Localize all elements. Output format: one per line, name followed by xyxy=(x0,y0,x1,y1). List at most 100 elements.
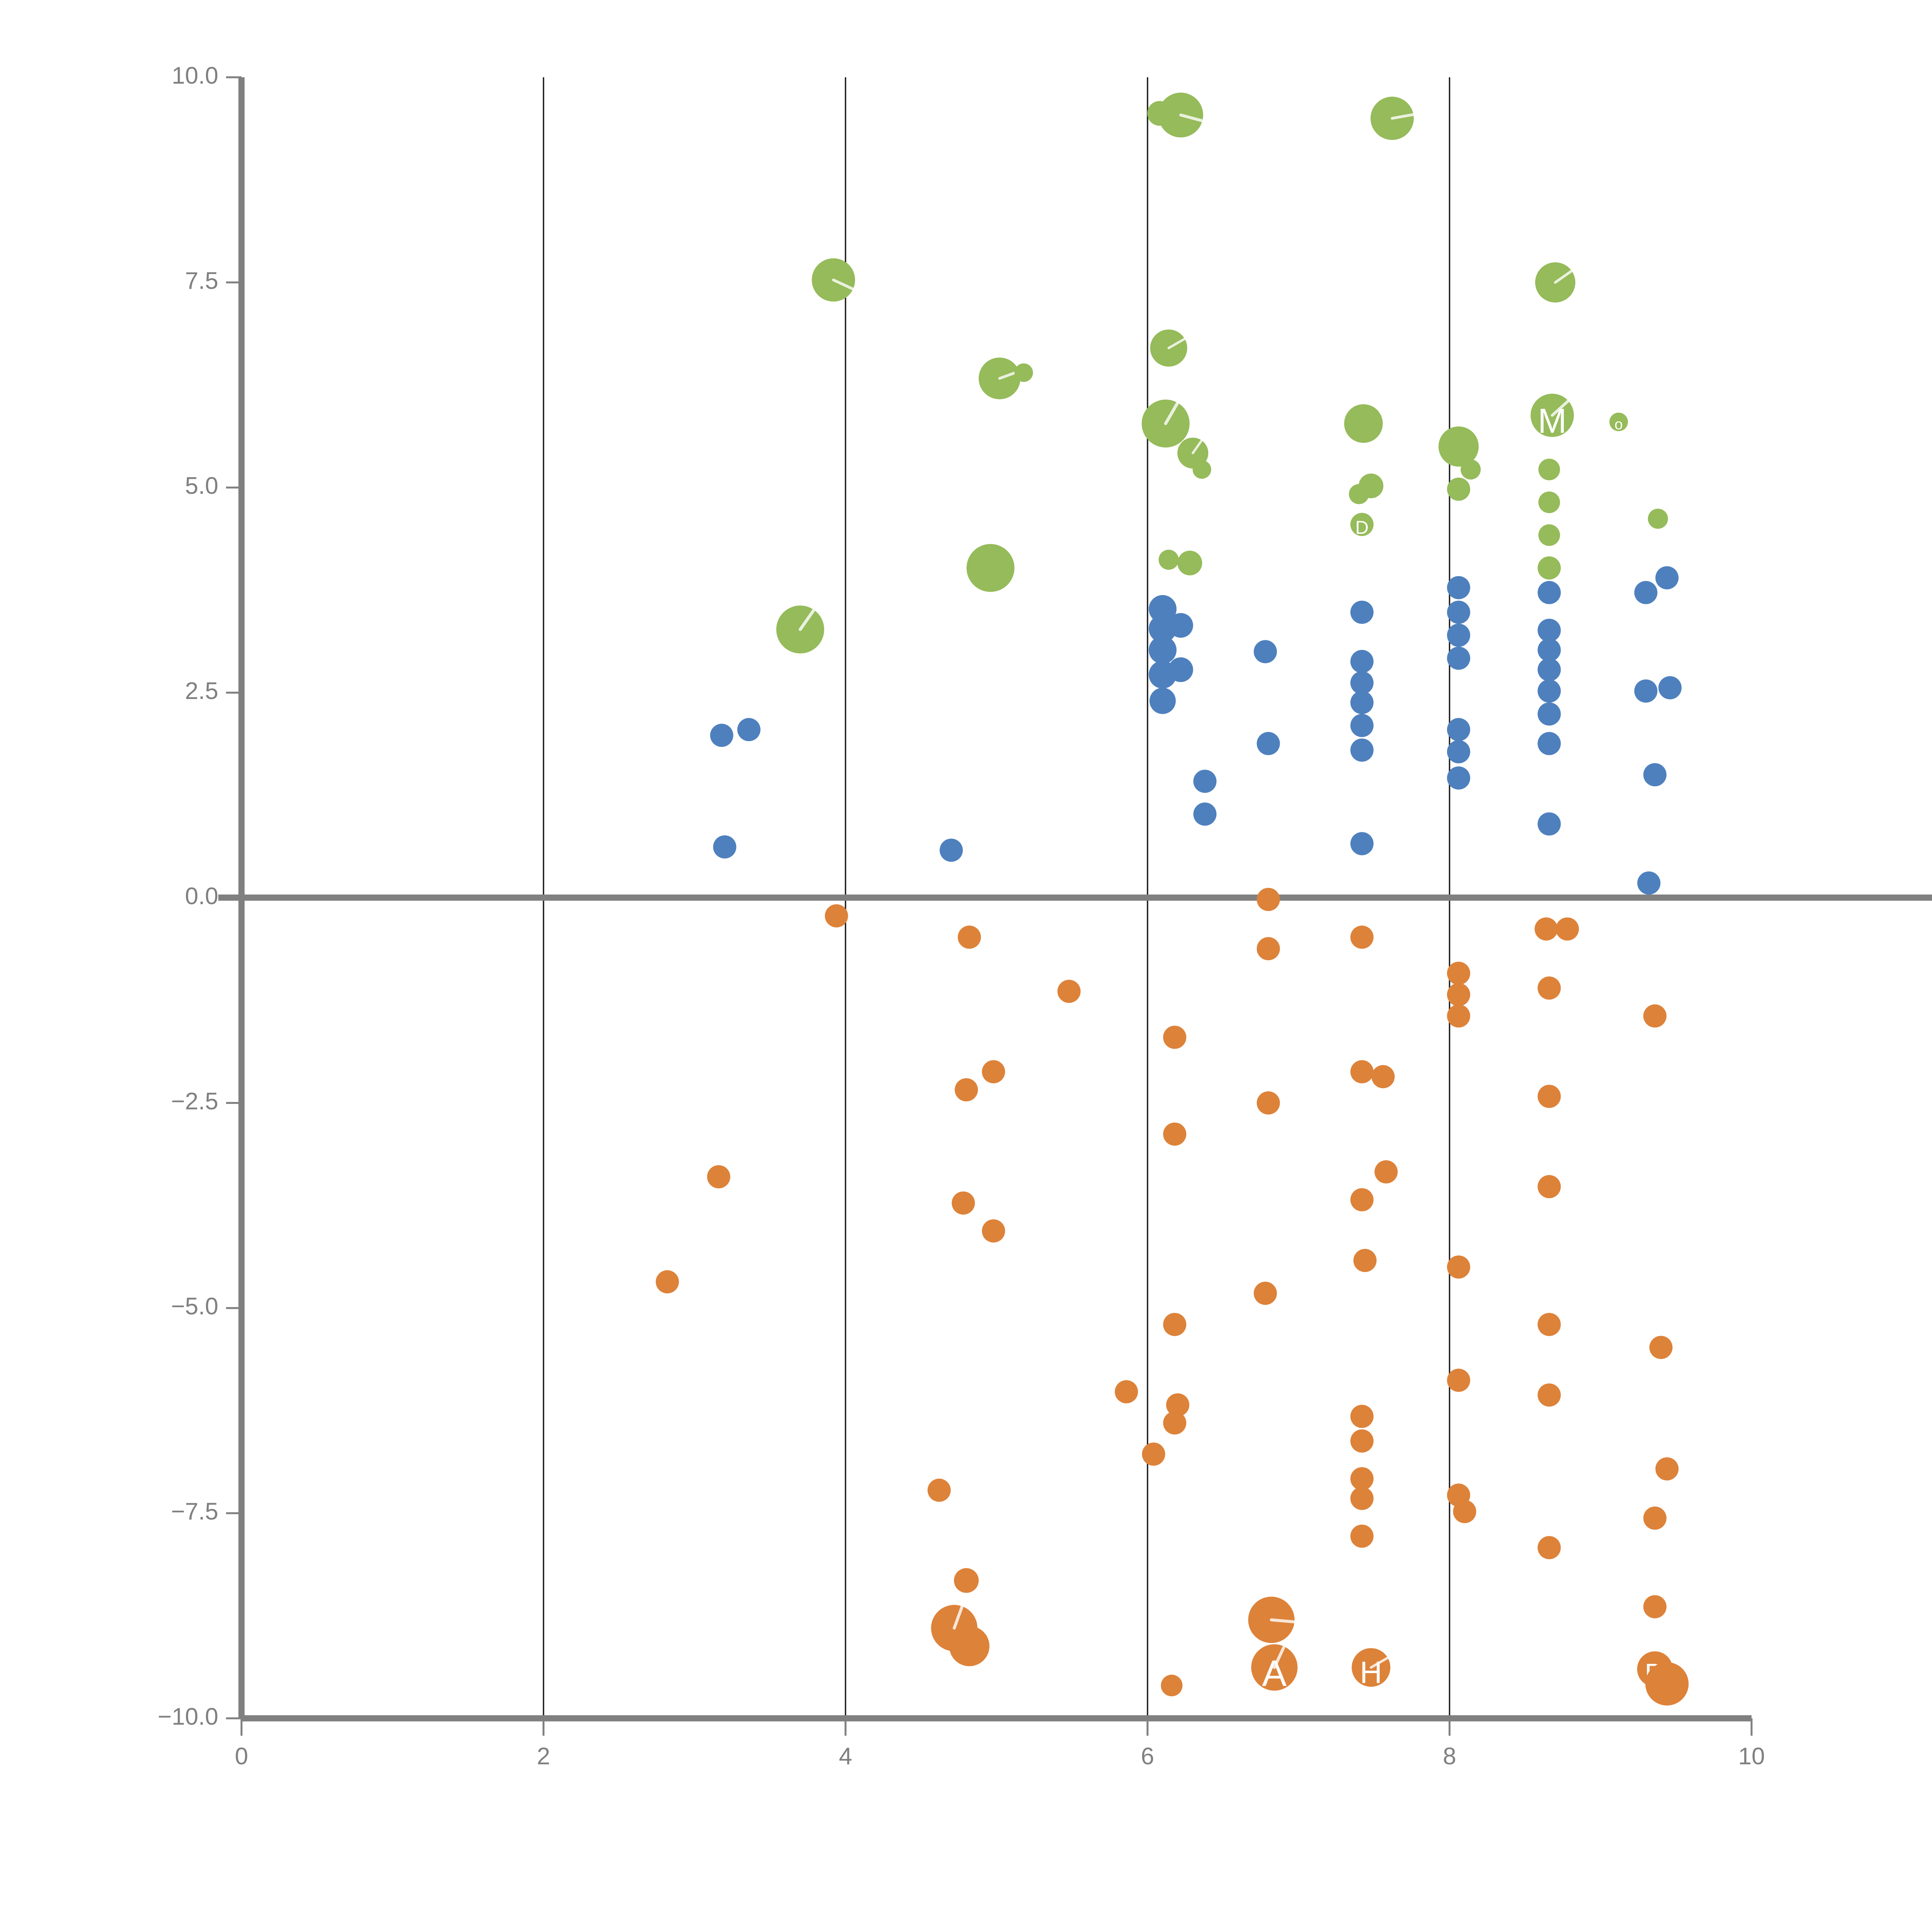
data-point-marker[interactable] xyxy=(1447,718,1470,742)
data-point-marker[interactable] xyxy=(1645,1662,1689,1706)
data-point[interactable] xyxy=(1649,1336,1673,1359)
data-point[interactable] xyxy=(1350,1524,1374,1548)
data-point-marker[interactable] xyxy=(707,1165,730,1189)
data-point[interactable] xyxy=(1447,623,1470,647)
data-point[interactable] xyxy=(1537,732,1561,755)
data-point-marker[interactable] xyxy=(1158,549,1179,570)
data-point-marker[interactable] xyxy=(966,544,1015,592)
data-point[interactable] xyxy=(1350,671,1374,695)
data-point[interactable] xyxy=(1163,1026,1187,1049)
data-point-marker[interactable] xyxy=(1353,1249,1377,1272)
data-point[interactable]: M xyxy=(1531,393,1574,440)
data-point-marker[interactable] xyxy=(1537,619,1561,642)
data-point-marker[interactable] xyxy=(1350,1486,1374,1510)
data-point[interactable] xyxy=(1537,1313,1561,1336)
data-point[interactable] xyxy=(1645,1662,1689,1706)
data-point[interactable] xyxy=(1537,1536,1561,1560)
data-point-marker[interactable] xyxy=(1148,595,1177,623)
data-point[interactable] xyxy=(1257,888,1280,911)
data-point[interactable] xyxy=(1447,477,1470,501)
data-point[interactable] xyxy=(1350,1467,1374,1490)
data-point[interactable] xyxy=(1350,1405,1374,1428)
data-point[interactable] xyxy=(982,1219,1005,1243)
data-point[interactable] xyxy=(1537,679,1561,703)
data-point-marker[interactable] xyxy=(1447,983,1470,1007)
data-point-marker[interactable] xyxy=(1350,714,1374,737)
data-point-marker[interactable] xyxy=(1148,636,1177,664)
data-point-marker[interactable] xyxy=(1537,732,1561,755)
data-point[interactable] xyxy=(825,904,848,928)
data-point[interactable] xyxy=(952,1191,975,1215)
data-point-marker[interactable] xyxy=(1350,738,1374,762)
data-point-marker[interactable] xyxy=(1537,581,1561,604)
data-point-marker[interactable] xyxy=(1537,638,1561,662)
data-point-marker[interactable] xyxy=(1193,802,1217,826)
data-point[interactable] xyxy=(1535,262,1575,303)
data-point-marker[interactable] xyxy=(1447,1255,1470,1279)
data-point[interactable] xyxy=(1158,92,1205,138)
data-point[interactable] xyxy=(1149,687,1176,714)
data-point-marker[interactable] xyxy=(1655,1457,1679,1481)
data-point[interactable] xyxy=(811,258,855,302)
data-point-marker[interactable] xyxy=(1537,1175,1561,1198)
data-point-marker[interactable] xyxy=(1537,658,1561,682)
data-point-marker[interactable] xyxy=(1350,513,1374,536)
data-point[interactable]: o xyxy=(1609,412,1628,433)
data-point-marker[interactable] xyxy=(1447,646,1470,670)
data-point-marker[interactable] xyxy=(1350,1060,1374,1083)
data-point[interactable] xyxy=(1350,650,1374,673)
data-point[interactable] xyxy=(1537,619,1561,642)
data-point-marker[interactable] xyxy=(1161,1675,1183,1697)
data-point-marker[interactable] xyxy=(957,925,981,949)
data-point[interactable] xyxy=(1148,595,1177,623)
data-point-marker[interactable] xyxy=(1643,1595,1667,1619)
data-point[interactable] xyxy=(1257,937,1280,961)
data-point[interactable] xyxy=(1168,657,1193,682)
data-point-marker[interactable] xyxy=(1168,657,1193,682)
data-point[interactable] xyxy=(737,718,761,742)
data-point[interactable] xyxy=(1447,646,1470,670)
data-point[interactable] xyxy=(1371,1065,1395,1088)
data-point[interactable] xyxy=(1163,1122,1187,1146)
data-point[interactable] xyxy=(949,1626,990,1667)
data-point-marker[interactable] xyxy=(1537,812,1561,836)
data-point[interactable] xyxy=(1115,1380,1138,1403)
data-point-marker[interactable] xyxy=(1461,459,1481,480)
data-point[interactable] xyxy=(1374,1160,1398,1184)
data-point-marker[interactable] xyxy=(737,718,761,742)
data-point-marker[interactable] xyxy=(1166,1393,1189,1417)
data-point[interactable]: A xyxy=(1251,1644,1298,1694)
data-point-marker[interactable] xyxy=(1257,1091,1280,1115)
data-point[interactable] xyxy=(1014,363,1033,382)
data-point[interactable] xyxy=(707,1165,730,1189)
data-point[interactable] xyxy=(1538,491,1560,513)
data-point[interactable]: H xyxy=(1352,1648,1391,1689)
data-point[interactable] xyxy=(1556,917,1579,941)
data-point-marker[interactable] xyxy=(1350,691,1374,714)
data-point[interactable] xyxy=(1168,613,1193,638)
data-point[interactable] xyxy=(1257,732,1280,755)
data-point-marker[interactable] xyxy=(1350,832,1374,855)
data-point[interactable] xyxy=(1150,329,1187,367)
data-point-marker[interactable] xyxy=(1257,732,1280,755)
data-point-marker[interactable] xyxy=(1655,566,1679,590)
data-point[interactable] xyxy=(1350,738,1374,762)
data-point[interactable] xyxy=(1350,1429,1374,1453)
data-point[interactable] xyxy=(1350,1486,1374,1510)
data-point[interactable] xyxy=(1438,426,1479,467)
data-point[interactable] xyxy=(1350,1060,1374,1083)
data-point-marker[interactable] xyxy=(1537,1383,1561,1407)
data-point-marker[interactable] xyxy=(1350,1405,1374,1428)
data-point[interactable] xyxy=(1643,1595,1667,1619)
data-point-marker[interactable] xyxy=(1350,1188,1374,1211)
data-point-marker[interactable] xyxy=(1447,766,1470,790)
data-point-marker[interactable] xyxy=(1344,404,1383,443)
data-point-marker[interactable] xyxy=(1643,1506,1667,1530)
data-point-marker[interactable] xyxy=(1537,702,1561,726)
data-point[interactable] xyxy=(1655,566,1679,590)
data-point[interactable] xyxy=(1447,718,1470,742)
data-point[interactable] xyxy=(1637,871,1661,895)
data-point[interactable] xyxy=(954,1078,978,1102)
data-point[interactable] xyxy=(1537,556,1561,580)
data-point-marker[interactable] xyxy=(1149,687,1176,714)
